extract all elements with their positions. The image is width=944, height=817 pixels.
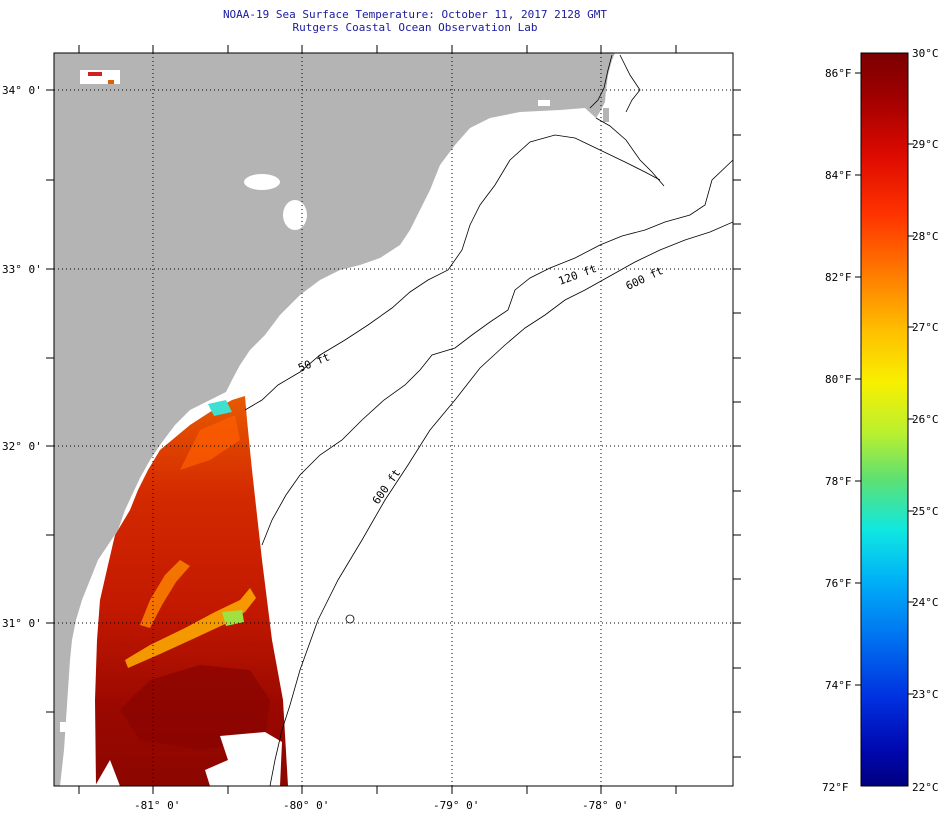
cb-c-29: 29°C bbox=[912, 138, 939, 151]
warm-patch bbox=[180, 415, 240, 470]
lat-label-32: 32° 0' bbox=[2, 440, 42, 453]
land-mass bbox=[54, 53, 612, 786]
hot-pixel-2 bbox=[108, 80, 114, 84]
cool-patch-2 bbox=[208, 400, 232, 416]
lake-4 bbox=[538, 100, 550, 106]
land-patch bbox=[603, 108, 609, 122]
cb-c-25: 25°C bbox=[912, 505, 939, 518]
map-ticks bbox=[46, 45, 741, 794]
lake bbox=[283, 200, 307, 230]
contour-600ft bbox=[269, 221, 733, 786]
cb-f-84: 84°F bbox=[825, 169, 852, 182]
lake-5 bbox=[60, 722, 78, 732]
warm-core bbox=[120, 665, 270, 750]
warm-streak bbox=[125, 588, 256, 668]
coastline bbox=[589, 54, 665, 187]
cb-f-72: 72°F bbox=[822, 781, 849, 794]
cb-c-22: 22°C bbox=[912, 781, 939, 794]
contour-50ft bbox=[244, 134, 661, 411]
cb-f-86: 86°F bbox=[825, 67, 852, 80]
lon-label-78: -78° 0' bbox=[582, 799, 628, 812]
land-mass-nc bbox=[585, 53, 615, 118]
lat-label-34: 34° 0' bbox=[2, 84, 42, 97]
cloud-gap-2 bbox=[95, 760, 120, 786]
map-frame bbox=[53, 52, 734, 787]
cloud-gap bbox=[205, 732, 282, 786]
cb-c-28: 28°C bbox=[912, 230, 939, 243]
warm-streak-2 bbox=[140, 560, 190, 628]
colorbar-ticks bbox=[855, 72, 914, 695]
cb-c-27: 27°C bbox=[912, 321, 939, 334]
lon-label-81: -81° 0' bbox=[134, 799, 180, 812]
map-title: NOAA-19 Sea Surface Temperature: October… bbox=[222, 8, 608, 21]
cb-f-80: 80°F bbox=[825, 373, 852, 386]
cb-f-76: 76°F bbox=[825, 577, 852, 590]
lon-label-80: -80° 0' bbox=[283, 799, 329, 812]
hot-pixel bbox=[88, 72, 102, 76]
cb-f-78: 78°F bbox=[825, 475, 852, 488]
lat-label-31: 31° 0' bbox=[2, 617, 42, 630]
lat-label-33: 33° 0' bbox=[2, 263, 42, 276]
map-subtitle: Rutgers Coastal Ocean Observation Lab bbox=[292, 21, 538, 34]
colorbar bbox=[860, 52, 909, 787]
cb-c-24: 24°C bbox=[912, 596, 939, 609]
lon-label-79: -79° 0' bbox=[433, 799, 479, 812]
cb-f-82: 82°F bbox=[825, 271, 852, 284]
cb-c-26: 26°C bbox=[912, 413, 939, 426]
cool-patch bbox=[222, 610, 244, 626]
cb-c-30: 30°C bbox=[912, 47, 939, 60]
cb-f-74: 74°F bbox=[825, 679, 852, 692]
cb-c-23: 23°C bbox=[912, 688, 939, 701]
lake-2 bbox=[244, 174, 280, 190]
contour-120ft bbox=[261, 159, 733, 546]
